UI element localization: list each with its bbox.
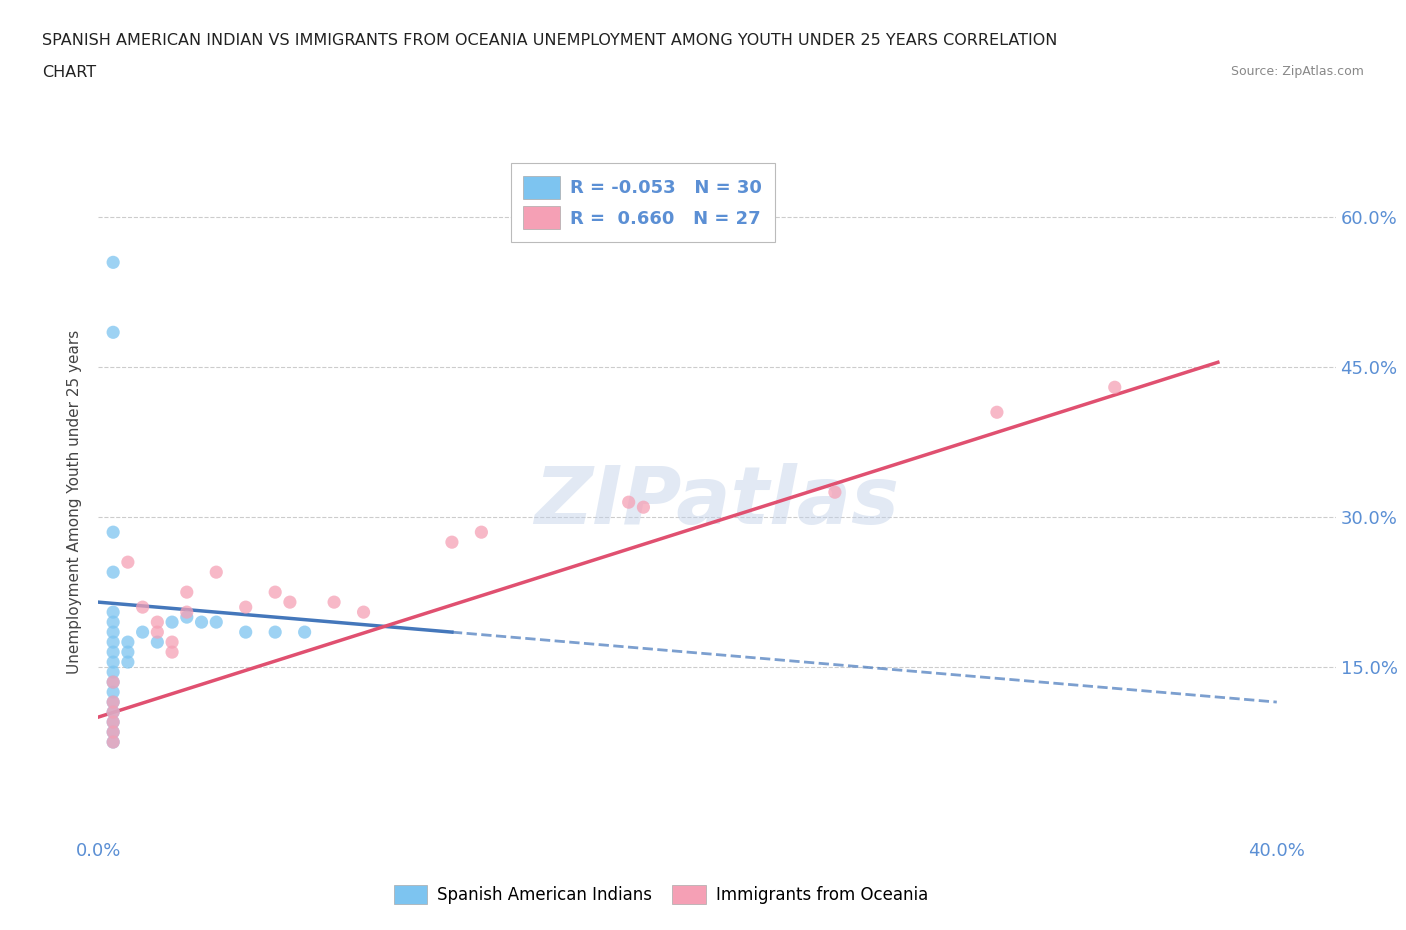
Point: [101, 714, 124, 729]
Text: Source: ZipAtlas.com: Source: ZipAtlas.com: [1230, 65, 1364, 78]
Point: [440, 535, 463, 550]
Point: [101, 724, 124, 739]
Text: SPANISH AMERICAN INDIAN VS IMMIGRANTS FROM OCEANIA UNEMPLOYMENT AMONG YOUTH UNDE: SPANISH AMERICAN INDIAN VS IMMIGRANTS FR…: [42, 33, 1057, 47]
Point: [176, 604, 198, 619]
Point: [131, 625, 153, 640]
Point: [294, 625, 316, 640]
Point: [323, 594, 346, 609]
Point: [146, 634, 169, 649]
Point: [190, 615, 212, 630]
Point: [101, 634, 124, 649]
Point: [101, 525, 124, 539]
Point: [176, 585, 198, 600]
Point: [617, 495, 640, 510]
Point: [205, 565, 228, 579]
Point: [101, 674, 124, 689]
Point: [101, 565, 124, 579]
Point: [264, 625, 287, 640]
Point: [101, 724, 124, 739]
Point: [101, 735, 124, 750]
Point: [101, 695, 124, 710]
Point: [101, 705, 124, 720]
Point: [146, 615, 169, 630]
Point: [205, 615, 228, 630]
Point: [101, 684, 124, 699]
Point: [117, 554, 139, 569]
Point: [470, 525, 492, 539]
Point: [160, 615, 183, 630]
Legend: Spanish American Indians, Immigrants from Oceania: Spanish American Indians, Immigrants fro…: [385, 876, 936, 912]
Point: [824, 485, 846, 499]
Text: CHART: CHART: [42, 65, 96, 80]
Point: [101, 735, 124, 750]
Point: [101, 615, 124, 630]
Point: [131, 600, 153, 615]
Point: [160, 634, 183, 649]
Point: [235, 625, 257, 640]
Point: [117, 634, 139, 649]
Point: [101, 695, 124, 710]
Y-axis label: Unemployment Among Youth under 25 years: Unemployment Among Youth under 25 years: [67, 330, 83, 674]
Point: [101, 665, 124, 680]
Point: [101, 625, 124, 640]
Point: [117, 655, 139, 670]
Point: [101, 604, 124, 619]
Point: [633, 499, 655, 514]
Point: [235, 600, 257, 615]
Point: [160, 644, 183, 659]
Point: [1104, 379, 1126, 394]
Point: [101, 674, 124, 689]
Text: ZIPatlas: ZIPatlas: [534, 463, 900, 541]
Point: [278, 594, 301, 609]
Point: [101, 714, 124, 729]
Point: [986, 405, 1008, 419]
Point: [146, 625, 169, 640]
Point: [101, 255, 124, 270]
Point: [101, 644, 124, 659]
Point: [101, 655, 124, 670]
Point: [176, 610, 198, 625]
Point: [101, 325, 124, 339]
Point: [101, 705, 124, 720]
Point: [264, 585, 287, 600]
Legend: R = -0.053   N = 30, R =  0.660   N = 27: R = -0.053 N = 30, R = 0.660 N = 27: [510, 163, 775, 242]
Point: [353, 604, 375, 619]
Point: [117, 644, 139, 659]
